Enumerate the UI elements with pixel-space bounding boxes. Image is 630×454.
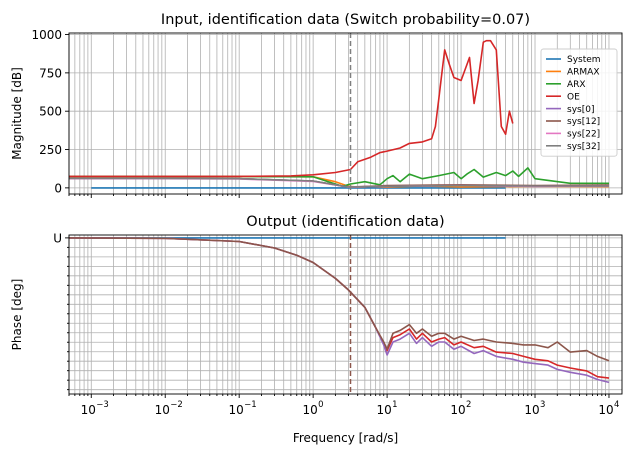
phase-series-sys12 — [68, 237, 610, 362]
phase-series — [68, 235, 610, 394]
phase-xtick-label: 10 — [598, 403, 613, 417]
phase-ticks: U10 −3 10 −2 10 −1 10 0 10 1 10 2 10 3 10 4 — [53, 231, 619, 417]
phase-grid — [68, 235, 622, 394]
legend-label: sys[32] — [567, 142, 600, 152]
magnitude-series — [68, 33, 610, 194]
phase-xtick-exponent: −3 — [96, 400, 109, 410]
phase-xtick-label: 10 — [303, 403, 318, 417]
phase-xtick-exponent: −2 — [170, 400, 183, 410]
phase-ytick-label: U — [53, 231, 62, 245]
phase-xtick-exponent: 4 — [614, 400, 619, 410]
phase-xtick-exponent: 1 — [392, 400, 397, 410]
magnitude-axes-frame — [68, 32, 623, 195]
magnitude-ytick-label: 0 — [54, 181, 62, 195]
phase-xtick-label: 10 — [155, 403, 170, 417]
magnitude-ticks: 0 250 500 750 1000 — [31, 28, 610, 198]
phase-xtick-label: 10 — [81, 403, 96, 417]
magnitude-ytick-label: 1000 — [31, 28, 62, 42]
legend-label: sys[12] — [567, 117, 600, 127]
phase-xtick-label: 10 — [229, 403, 244, 417]
magnitude-series-sys32 — [69, 177, 609, 188]
legend-label: sys[22] — [567, 130, 600, 140]
phase-axes-frame — [68, 234, 623, 395]
legend-label: OE — [567, 92, 580, 102]
phase-xtick-exponent: −1 — [244, 400, 257, 410]
phase-xtick-label: 10 — [376, 403, 391, 417]
phase-xtick-exponent: 2 — [466, 400, 471, 410]
legend-label: ARMAX — [567, 68, 600, 78]
phase-xtick-exponent: 0 — [318, 400, 323, 410]
magnitude-panel: Input, identification data (Switch proba… — [10, 12, 623, 198]
magnitude-ytick-label: 250 — [39, 143, 62, 157]
phase-ylabel: Phase [deg] — [10, 279, 24, 351]
legend-box — [540, 48, 618, 157]
phase-xtick-label: 10 — [450, 403, 465, 417]
frequency-xlabel: Frequency [rad/s] — [293, 431, 398, 445]
magnitude-series-OE — [69, 39, 514, 178]
legend-label: System — [567, 55, 601, 65]
magnitude-ytick-label: 500 — [39, 105, 62, 119]
legend-label: sys[0] — [567, 105, 594, 115]
magnitude-ylabel: Magnitude [dB] — [10, 67, 24, 160]
phase-panel: Output (identification data) U10 −3 10 −2 10… — [10, 214, 623, 445]
magnitude-ytick-label: 750 — [39, 66, 62, 80]
legend: System ARMAX ARX OE sys[0] sys[12] sys[22] sys[… — [540, 48, 618, 157]
phase-title: Output (identification data) — [246, 214, 444, 230]
magnitude-title: Input, identification data (Switch proba… — [161, 12, 530, 28]
phase-xtick-exponent: 3 — [540, 400, 545, 410]
magnitude-series-ARX — [68, 167, 609, 188]
legend-label: ARX — [567, 80, 586, 90]
phase-xtick-label: 10 — [524, 403, 539, 417]
